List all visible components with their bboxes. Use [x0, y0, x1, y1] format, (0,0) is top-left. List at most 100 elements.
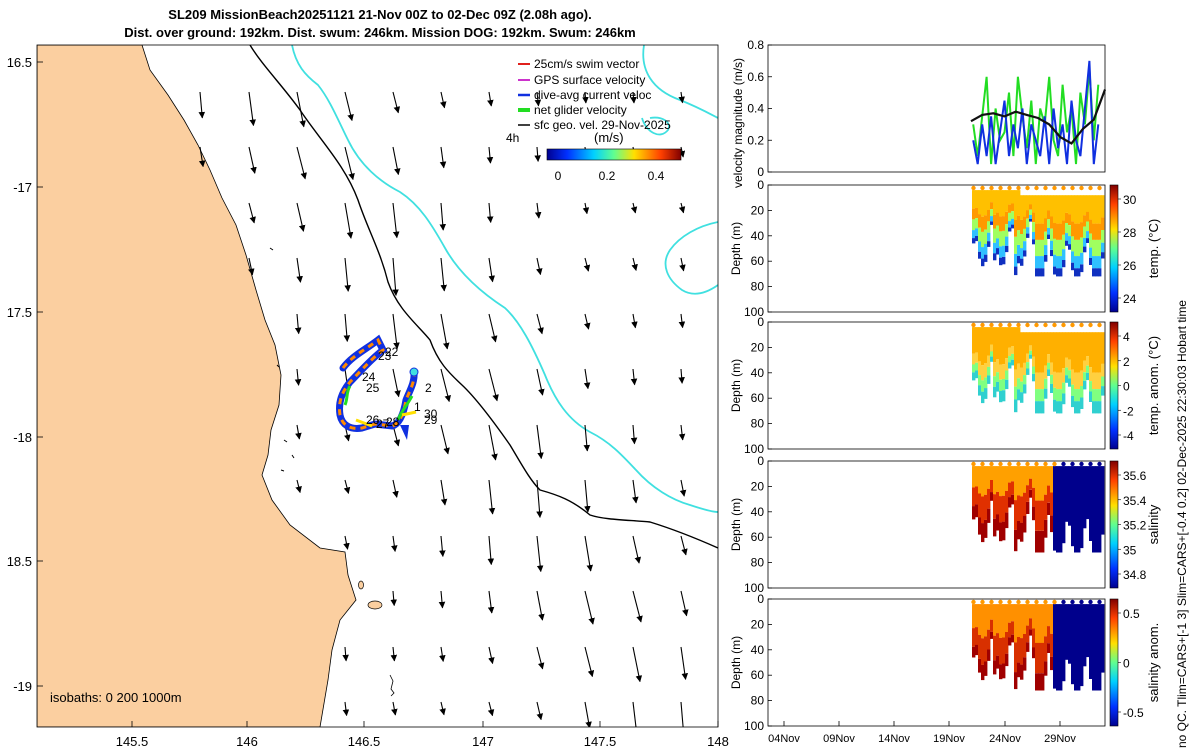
section-cell — [1008, 190, 1012, 205]
section-cell — [1029, 350, 1033, 355]
section-cell — [999, 379, 1003, 391]
section-cell — [1053, 195, 1057, 223]
section-cell — [972, 372, 976, 381]
geostrophic-vector — [296, 91, 306, 128]
section-cell — [1020, 522, 1024, 542]
section-cell — [984, 215, 988, 230]
section-cell — [1011, 224, 1015, 229]
section-cell — [1008, 466, 1012, 483]
geostrophic-vector — [534, 91, 542, 107]
section-cell — [1083, 332, 1087, 361]
section-cell — [1050, 332, 1054, 363]
velocity-ylabel: velocity magnitude (m/s) — [731, 58, 745, 188]
section-cell — [1050, 633, 1054, 657]
section-cell — [1023, 634, 1027, 658]
section-cell — [1092, 239, 1096, 257]
section-cell — [1023, 332, 1027, 363]
surface-sample-dot — [998, 599, 1003, 605]
section-cell — [1002, 190, 1006, 217]
section-cell — [975, 604, 979, 628]
section-cell — [1095, 604, 1099, 691]
section-cell — [1032, 466, 1036, 488]
depth-axis-label: Depth (m) — [729, 636, 743, 689]
section-cell — [978, 214, 982, 228]
section-cell — [1077, 256, 1081, 269]
section-cell — [1065, 212, 1069, 223]
section-cell — [1047, 626, 1051, 644]
isobath-label: isobaths: 0 200 1000m — [50, 690, 182, 705]
section-cell — [1050, 362, 1054, 375]
section-cell — [1002, 216, 1006, 231]
section-cell — [996, 327, 1000, 360]
velocity-tick-label: 0.4 — [747, 102, 764, 116]
section-cell — [1089, 466, 1093, 541]
section-cell — [1032, 212, 1036, 223]
depth-tick-label: 20 — [751, 479, 765, 493]
geostrophic-vector — [248, 257, 255, 276]
section-cell — [1077, 389, 1081, 402]
section-cell — [1011, 190, 1015, 204]
surface-sample-dot — [1007, 185, 1012, 191]
lat-tick-label: -19 — [13, 679, 32, 694]
section-cell — [1041, 642, 1045, 674]
section-cell — [1017, 521, 1021, 540]
section-cell — [978, 604, 982, 635]
section-cell — [1050, 604, 1054, 634]
section-cell — [1092, 256, 1096, 269]
day-label: 30 — [424, 407, 438, 421]
section-cell — [996, 655, 1000, 669]
section-cell — [987, 508, 991, 523]
section-cell — [1074, 389, 1078, 402]
section-cell — [1068, 332, 1072, 360]
section-cell — [999, 190, 1003, 217]
surface-sample-dot — [998, 322, 1003, 328]
section-cell — [1035, 223, 1039, 240]
colorbar-tick-label: 30 — [1123, 193, 1137, 207]
colorbar-label: temp. (°C) — [1146, 219, 1161, 278]
section-cell — [1023, 241, 1027, 251]
section-cell — [1002, 327, 1006, 365]
colorbar-tick-label: 0.5 — [1123, 607, 1140, 621]
section-cell — [999, 604, 1003, 638]
surface-sample-dot — [980, 185, 985, 191]
section-cell — [1101, 332, 1105, 364]
section-cell — [978, 634, 982, 659]
colorbar-unit-label: (m/s) — [594, 130, 624, 145]
colorbar-tick-label: 34.8 — [1123, 568, 1147, 582]
legend-label: sfc geo. vel. 29-Nov-2025 — [534, 118, 671, 132]
section-cell — [1044, 218, 1048, 232]
section-cell — [981, 638, 985, 665]
section-cell — [1038, 389, 1042, 402]
section-cell — [981, 216, 985, 232]
section-cell — [996, 238, 1000, 249]
section-cell — [996, 212, 1000, 226]
section-cell — [978, 375, 982, 386]
geostrophic-vector — [630, 91, 637, 104]
section-cell — [1047, 466, 1051, 486]
section-cell — [1035, 239, 1039, 257]
section-cell — [972, 364, 976, 373]
surface-sample-dot — [1061, 599, 1066, 605]
track-orange — [338, 337, 416, 430]
section-cell — [978, 493, 982, 518]
depth-tick-label: 80 — [751, 280, 765, 294]
section-cell — [1050, 492, 1054, 516]
depth-tick-label: 40 — [751, 229, 765, 243]
surface-sample-dot — [1052, 599, 1057, 605]
surface-sample-dot — [1079, 599, 1084, 605]
section-cell — [987, 375, 991, 384]
geostrophic-vector — [487, 701, 495, 717]
section-cell — [1017, 215, 1021, 231]
geostrophic-vector — [536, 535, 544, 573]
geostrophic-vector — [344, 146, 355, 181]
section-cell — [1053, 332, 1057, 372]
section-cell — [975, 466, 979, 487]
section-cell — [1050, 216, 1054, 229]
section-cell — [981, 258, 985, 267]
geostrophic-vector — [440, 257, 447, 292]
section-cell — [978, 385, 982, 396]
section-cell — [1059, 372, 1063, 390]
colorbar-tick: 0.4 — [648, 169, 665, 183]
section-cell — [1014, 500, 1018, 530]
section-cell — [1056, 466, 1060, 553]
